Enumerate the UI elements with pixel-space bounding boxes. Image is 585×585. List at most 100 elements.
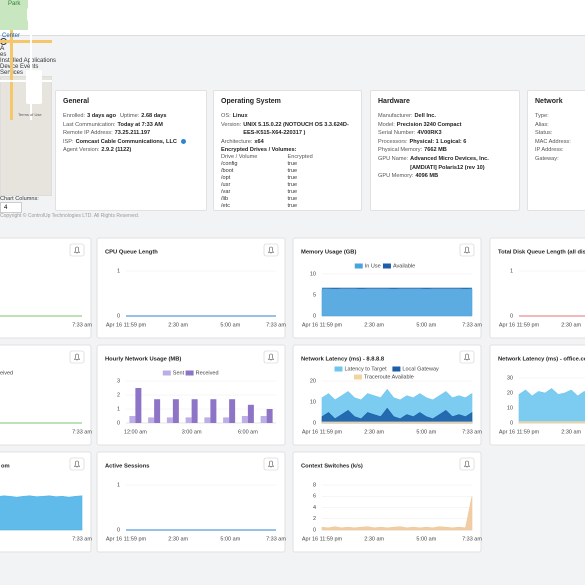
area — [321, 288, 473, 317]
field-row: Architecture: x64 — [221, 138, 354, 147]
y-tick-label: 0 — [313, 313, 316, 319]
chart-columns-select[interactable]: 4 — [0, 202, 22, 213]
y-tick-label: 3 — [117, 378, 120, 384]
y-tick-label: 0 — [117, 313, 120, 319]
bell-icon — [73, 353, 81, 361]
bar — [135, 388, 142, 423]
bell-icon — [463, 460, 471, 468]
table-cell: true — [287, 175, 298, 182]
table-row: /etc true — [221, 203, 354, 210]
y-tick-label: 30 — [507, 375, 513, 381]
x-tick-label: Apr 16 11:59 pm — [302, 536, 343, 542]
field-label: ISP: — [63, 138, 74, 145]
chart-card: Network Latency (ms) - 8.8.8.8 Latency to… — [292, 344, 482, 446]
field-row: Manufacturer: Dell Inc. — [378, 112, 512, 121]
area — [321, 421, 473, 424]
field-row: Processors: Physical: 1 Logical: 6 — [378, 138, 512, 147]
legend-label: In Use — [365, 263, 381, 269]
bar — [129, 416, 136, 423]
x-tick-label: 2:30 am — [364, 429, 384, 435]
chart-title: Network Latency (ms) - office.com — [498, 357, 585, 363]
legend-swatch — [382, 263, 391, 269]
bar — [266, 409, 273, 423]
chart-card: 7:33 am — [0, 237, 92, 339]
sub-tab[interactable]: Installed Applications — [0, 58, 57, 64]
y-tick-label: 8 — [313, 482, 316, 488]
y-tick-label: 1 — [117, 406, 120, 412]
sub-tab[interactable]: es — [0, 52, 7, 58]
alert-button[interactable] — [263, 457, 279, 471]
action[interactable]: A — [0, 45, 5, 52]
info-icon — [180, 139, 186, 145]
chart-card: Received 7:33 am — [0, 344, 92, 446]
legend-label: Local Gateway — [402, 366, 439, 372]
map-road — [10, 0, 13, 120]
legend-swatch — [354, 263, 363, 269]
legend-label: Available — [393, 263, 415, 269]
chart-card: CPU Queue Length 0 1 Apr 16 11:59 pm 2:30 am… — [96, 237, 286, 339]
legend-label: Received — [0, 370, 13, 376]
legend-swatch — [334, 366, 343, 372]
chart-title: Network Latency (ms) - 8.8.8.8 — [301, 357, 385, 363]
table-row: /usr true — [221, 182, 354, 189]
x-tick-label: 5:00 am — [220, 536, 240, 542]
bar — [148, 417, 155, 423]
x-tick-label: 5:00 am — [220, 322, 240, 328]
chart-card: Memory Usage (GB) In Use Available 0 5 10 Apr … — [292, 237, 482, 339]
map-zoom[interactable] — [26, 70, 42, 104]
chart-title: Hourly Network Usage (MB) — [105, 357, 181, 363]
y-tick-label: 20 — [310, 378, 316, 384]
y-tick-label: 4 — [313, 505, 316, 511]
field-label: Gateway: — [535, 155, 559, 162]
alert-button[interactable] — [263, 350, 279, 364]
chart-title: Active Sessions — [105, 464, 149, 470]
field-value: Linux — [232, 113, 248, 119]
table-cell: true — [287, 196, 298, 203]
field-value: 3 days ago — [87, 113, 116, 119]
x-tick-label: 3:00 am — [182, 429, 202, 435]
alert-button[interactable] — [69, 350, 85, 364]
bar — [204, 417, 211, 423]
alert-button[interactable] — [263, 243, 279, 257]
field-row: Last Communication: Today at 7:33 AM — [63, 121, 199, 130]
table-cell: /boot — [221, 168, 234, 175]
field-value: Dell Inc. — [414, 113, 436, 119]
alert-button[interactable] — [459, 243, 475, 257]
field-row: Remote IP Address: 73.25.211.197 — [63, 129, 199, 138]
x-tick-label: Apr 16 11:59 pm — [106, 322, 147, 328]
alert-button[interactable] — [69, 457, 85, 471]
table-row: /opt true — [221, 175, 354, 182]
y-tick-label: 6 — [313, 494, 316, 500]
legend-swatch — [354, 374, 362, 380]
card-title: Operating System — [221, 98, 281, 105]
card-bg — [489, 237, 585, 339]
field-value: Physical: 1 Logical: 6 — [409, 138, 467, 145]
card-bg — [96, 237, 286, 339]
area — [518, 388, 585, 424]
field-value: UNIX 5.15.0.22 (NOTOUCH OS 3.3.624D-EES-… — [243, 121, 349, 137]
alert-button[interactable] — [459, 457, 475, 471]
alert-button[interactable] — [459, 350, 475, 364]
field-label: Processors: — [378, 138, 408, 145]
y-tick-label: 1 — [117, 482, 120, 488]
x-tick-label: Apr 16 11:59 pm — [499, 429, 540, 435]
alert-button[interactable] — [69, 243, 85, 257]
table-cell: /var — [221, 189, 231, 196]
field-value: 4096 MB — [415, 173, 439, 180]
bar — [229, 399, 236, 423]
y-tick-label: 0 — [313, 420, 316, 426]
chart-card: Active Sessions 0 1 Apr 16 11:59 pm 2:30 am 5… — [96, 451, 286, 553]
table-header: Drive / Volume Encrypted — [221, 154, 354, 161]
x-tick-label: 5:00 am — [416, 429, 436, 435]
table-cell: /etc — [221, 203, 231, 210]
bell-icon — [463, 353, 471, 361]
alert-box — [263, 350, 279, 364]
bar — [154, 399, 161, 423]
field-label: Model: — [378, 121, 395, 128]
sub-tab[interactable]: Device Events — [0, 64, 39, 70]
footer: Copyright © ControlUp Technologies LTD. … — [0, 213, 140, 219]
chart-title: Total Disk Queue Length (all disks — [498, 250, 585, 256]
field-value: 2.9.2 (1122) — [101, 147, 132, 154]
